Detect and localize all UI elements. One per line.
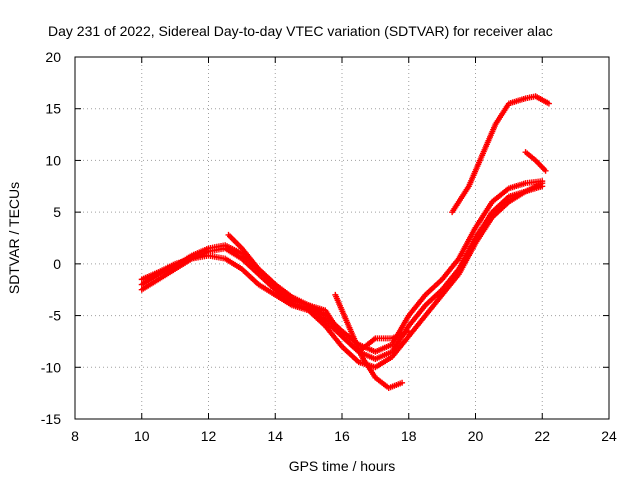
- series-track-3: [138, 180, 546, 371]
- series-track-6: [449, 93, 552, 216]
- y-tick-label: 15: [45, 101, 61, 117]
- series-group: [138, 93, 552, 391]
- y-tick-label: 10: [45, 152, 61, 168]
- data-point: [405, 328, 412, 335]
- grid: [75, 57, 609, 419]
- x-tick-label: 14: [267, 428, 283, 444]
- y-tick-label: 5: [53, 204, 61, 220]
- y-tick-label: -5: [49, 308, 62, 324]
- chart-title: Day 231 of 2022, Sidereal Day-to-day VTE…: [48, 23, 553, 39]
- axis-ticks: [74, 56, 610, 420]
- x-tick-label: 12: [201, 428, 217, 444]
- tick-labels: 8 10 12 14 16 18 20 22 24 -15 -10 -5 0 5 10 15 20: [41, 49, 617, 444]
- data-point: [542, 167, 549, 174]
- x-tick-label: 10: [134, 428, 150, 444]
- x-tick-label: 18: [401, 428, 417, 444]
- y-tick-label: -15: [41, 411, 61, 427]
- x-axis-title: GPS time / hours: [289, 458, 396, 474]
- data-point: [545, 100, 552, 107]
- series-track-2: [138, 178, 546, 355]
- data-point: [539, 180, 546, 187]
- series-track-4: [225, 231, 412, 355]
- series-track-7: [522, 149, 549, 174]
- y-tick-label: 0: [53, 256, 61, 272]
- x-tick-label: 8: [71, 428, 79, 444]
- y-tick-label: 20: [45, 49, 61, 65]
- x-tick-label: 22: [534, 428, 550, 444]
- y-tick-label: -10: [41, 359, 61, 375]
- data-point: [399, 379, 406, 386]
- x-tick-label: 16: [334, 428, 350, 444]
- series-track-5: [332, 291, 406, 391]
- x-tick-label: 24: [601, 428, 617, 444]
- x-tick-label: 20: [468, 428, 484, 444]
- y-axis-title: SDTVAR / TECUs: [6, 182, 22, 294]
